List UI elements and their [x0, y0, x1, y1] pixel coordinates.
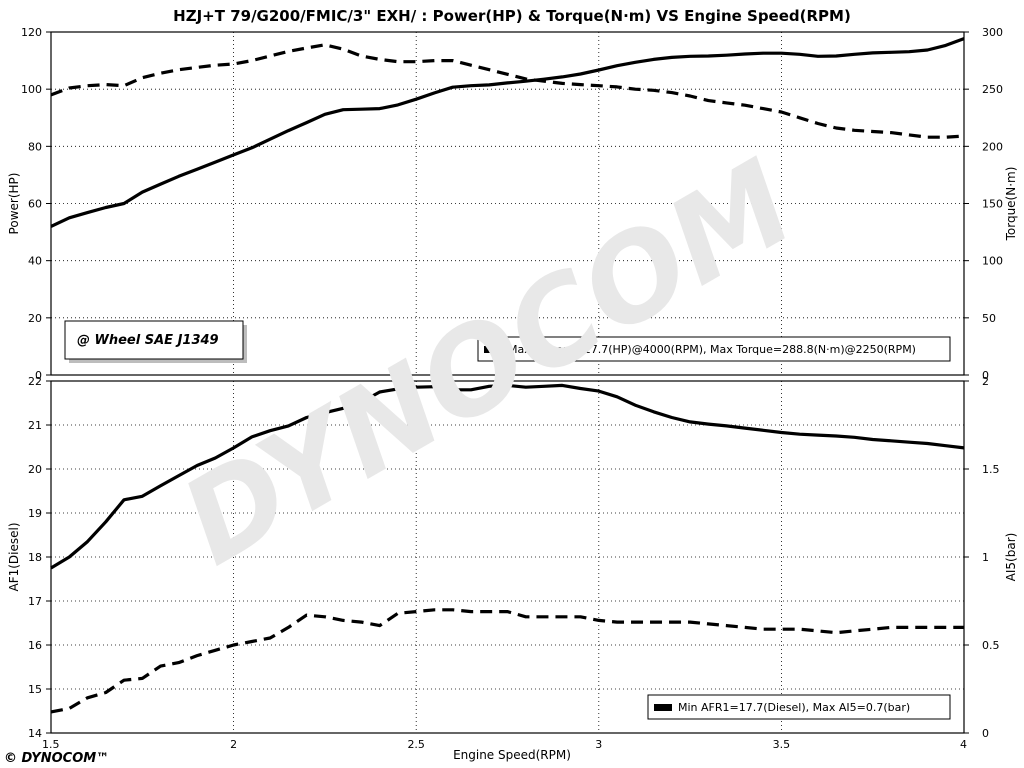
x-tick-label: 2.5: [407, 738, 425, 751]
y-tick-label: 21: [28, 419, 42, 432]
y-tick-label: 0: [35, 369, 42, 382]
panel-2: 14 15 16 17 18 19 20 21 22 0 0.5 1 1.5 2 AF1(Diesel) AI…: [7, 375, 1018, 740]
plot-frame: [50, 380, 965, 734]
x-tick-label: 3: [595, 738, 602, 751]
legend-text: Max Power=117.7(HP)@4000(RPM), Max Torqu…: [508, 343, 916, 356]
x-tick-label: 1.5: [42, 738, 60, 751]
y-tick-label: 20: [28, 463, 42, 476]
y2-axis-label: AI5(bar): [1004, 533, 1018, 582]
y2-tick-label: 2: [982, 375, 989, 388]
y-tick-label: 19: [28, 507, 42, 520]
y2-axis-label: Torque(N·m): [1004, 167, 1018, 242]
y-tick-label: 120: [21, 26, 42, 39]
panel-1: 0 20 40 60 80 100 120 0 50 100 150 200 250 300 Power(H…: [7, 26, 1018, 382]
solid-series-line: [50, 37, 965, 228]
legend-swatch: [654, 704, 672, 711]
y2-tick-label: 50: [982, 312, 996, 325]
y-tick-label: 15: [28, 683, 42, 696]
plot-frame: [50, 31, 965, 376]
y-tick-label: 18: [28, 551, 42, 564]
y-tick-label: 22: [28, 375, 42, 388]
y2-tick-label: 200: [982, 140, 1003, 153]
y-tick-label: 16: [28, 639, 42, 652]
solid-series-line: [50, 383, 965, 570]
y-axis-label: Power(HP): [7, 173, 21, 235]
y-tick-label: 80: [28, 140, 42, 153]
legend-swatch: [484, 346, 502, 353]
y2-tick-label: 250: [982, 83, 1003, 96]
y2-tick-label: 300: [982, 26, 1003, 39]
y2-tick-label: 0: [982, 369, 989, 382]
brand-label: © DYNOCOM™: [4, 751, 109, 766]
y-axis-label: AF1(Diesel): [7, 522, 21, 591]
x-tick-label: 3.5: [773, 738, 791, 751]
y2-tick-label: 0.5: [982, 639, 1000, 652]
y-tick-label: 20: [28, 312, 42, 325]
dashed-series-line: [50, 43, 965, 139]
y-tick-label: 60: [28, 198, 42, 211]
y2-tick-label: 1: [982, 551, 989, 564]
x-axis-label: Engine Speed(RPM): [453, 748, 571, 762]
x-tick-label: 2: [230, 738, 237, 751]
legend-box: [647, 694, 951, 720]
y-tick-label: 14: [28, 727, 42, 740]
stamp-label: @ Wheel SAE J1349: [77, 333, 219, 348]
y-tick-label: 100: [21, 83, 42, 96]
stamp-box: [64, 320, 244, 360]
y2-tick-label: 150: [982, 198, 1003, 211]
x-tick-label: 4: [960, 738, 967, 751]
y2-tick-label: 1.5: [982, 463, 1000, 476]
y-tick-label: 40: [28, 255, 42, 268]
y2-tick-label: 100: [982, 255, 1003, 268]
dashed-series-line: [50, 608, 964, 714]
legend-box: [477, 336, 951, 362]
y2-tick-label: 0: [982, 727, 989, 740]
y-tick-label: 17: [28, 595, 42, 608]
legend-text: Min AFR1=17.7(Diesel), Max AI5=0.7(bar): [678, 701, 910, 714]
chart-title: HZJ+T 79/G200/FMIC/3" EXH/ : Power(HP) &…: [173, 7, 851, 25]
